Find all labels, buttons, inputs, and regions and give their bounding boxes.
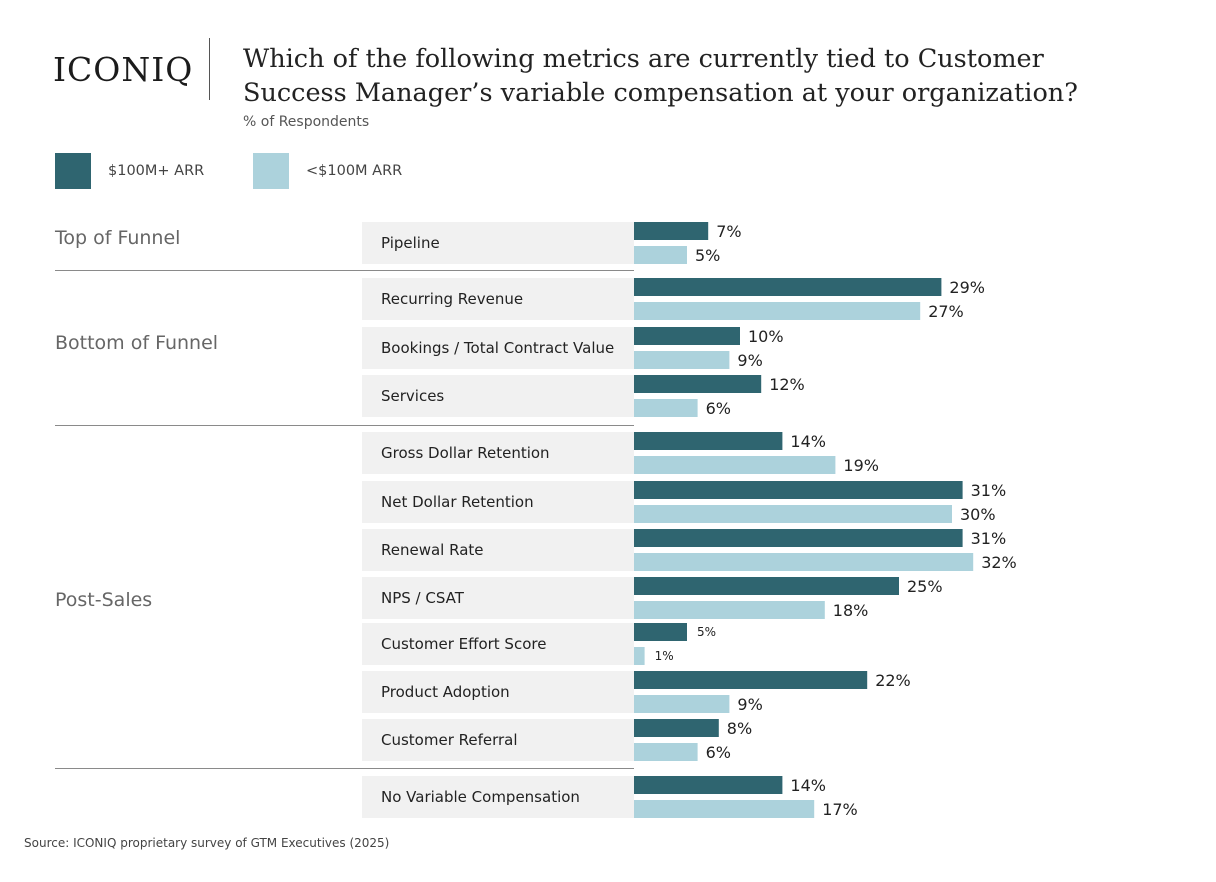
bar-large-arr xyxy=(634,327,740,345)
value-label: 14% xyxy=(790,432,826,451)
value-label: 8% xyxy=(727,719,752,738)
bar-small-arr xyxy=(634,553,974,571)
bar-small-arr xyxy=(634,302,921,320)
category-row: Product Adoption xyxy=(362,671,634,713)
bar-large-arr xyxy=(634,671,868,689)
group-divider xyxy=(55,270,634,271)
legend-item-small: <$100M ARR xyxy=(253,153,402,189)
logo-divider xyxy=(209,38,210,100)
category-label: Pipeline xyxy=(381,234,440,252)
group-divider xyxy=(55,768,634,769)
chart-title: Which of the following metrics are curre… xyxy=(243,44,1078,108)
legend-swatch-large xyxy=(55,153,91,189)
bar-large-arr xyxy=(634,776,783,794)
category-row: Customer Effort Score xyxy=(362,623,634,665)
category-row: Gross Dollar Retention xyxy=(362,432,634,474)
source-note: Source: ICONIQ proprietary survey of GTM… xyxy=(24,836,390,850)
group-label: Post-Sales xyxy=(55,589,153,611)
value-label: 30% xyxy=(960,505,996,524)
value-label: 29% xyxy=(949,278,985,297)
legend-label-small: <$100M ARR xyxy=(306,163,403,179)
legend-swatch-small xyxy=(253,153,289,189)
value-label: 10% xyxy=(748,327,784,346)
category-label: Services xyxy=(381,387,445,405)
category-row: Bookings / Total Contract Value xyxy=(362,327,634,369)
category-label: Net Dollar Retention xyxy=(381,493,534,511)
legend-item-large: $100M+ ARR xyxy=(55,153,204,189)
bar-large-arr xyxy=(634,222,709,240)
bar-small-arr xyxy=(634,695,730,713)
value-label: 18% xyxy=(833,601,869,620)
bar-large-arr xyxy=(634,278,942,296)
legend-label-large: $100M+ ARR xyxy=(108,163,205,179)
category-label: Renewal Rate xyxy=(381,541,484,559)
category-row: NPS / CSAT xyxy=(362,577,634,619)
bar-large-arr xyxy=(634,719,719,737)
bar-large-arr xyxy=(634,375,762,393)
value-label: 32% xyxy=(981,553,1017,572)
value-label: 5% xyxy=(697,625,716,639)
category-row: Recurring Revenue xyxy=(362,278,634,320)
value-label: 6% xyxy=(706,399,731,418)
bar-large-arr xyxy=(634,623,687,641)
value-label: 7% xyxy=(716,222,741,241)
bar-small-arr xyxy=(634,800,815,818)
category-row: Net Dollar Retention xyxy=(362,481,634,523)
bar-small-arr xyxy=(634,647,645,665)
category-label: No Variable Compensation xyxy=(381,788,580,806)
category-row: Services xyxy=(362,375,634,417)
value-label: 17% xyxy=(822,800,858,819)
bar-small-arr xyxy=(634,601,825,619)
value-label: 5% xyxy=(695,246,720,265)
bar-small-arr xyxy=(634,351,730,369)
value-label: 1% xyxy=(655,649,674,663)
group-label: Bottom of Funnel xyxy=(55,332,219,354)
bar-large-arr xyxy=(634,481,963,499)
category-label: Bookings / Total Contract Value xyxy=(381,339,615,357)
bar-small-arr xyxy=(634,399,698,417)
value-label: 12% xyxy=(769,375,805,394)
group-label: Top of Funnel xyxy=(55,227,181,249)
value-label: 31% xyxy=(971,481,1007,500)
category-label: Customer Referral xyxy=(381,731,518,749)
value-label: 27% xyxy=(928,302,964,321)
category-label: Product Adoption xyxy=(381,683,510,701)
category-row: Customer Referral xyxy=(362,719,634,761)
value-label: 6% xyxy=(706,743,731,762)
bar-small-arr xyxy=(634,456,836,474)
category-row: No Variable Compensation xyxy=(362,776,634,818)
bar-small-arr xyxy=(634,246,687,264)
category-label: Gross Dollar Retention xyxy=(381,444,550,462)
value-label: 14% xyxy=(790,776,826,795)
category-row: Pipeline xyxy=(362,222,634,264)
value-label: 31% xyxy=(971,529,1007,548)
bar-small-arr xyxy=(634,505,952,523)
category-label: Customer Effort Score xyxy=(381,635,547,653)
category-label: Recurring Revenue xyxy=(381,290,524,308)
group-divider xyxy=(55,425,634,426)
value-label: 9% xyxy=(737,695,762,714)
value-label: 25% xyxy=(907,577,943,596)
bar-large-arr xyxy=(634,529,963,547)
bar-large-arr xyxy=(634,577,899,595)
value-label: 9% xyxy=(737,351,762,370)
category-row: Renewal Rate xyxy=(362,529,634,571)
chart-subtitle: % of Respondents xyxy=(243,114,370,130)
bar-small-arr xyxy=(634,743,698,761)
value-label: 19% xyxy=(843,456,879,475)
value-label: 22% xyxy=(875,671,911,690)
iconiq-logo: ICONIQ xyxy=(53,50,194,89)
bar-large-arr xyxy=(634,432,783,450)
category-label: NPS / CSAT xyxy=(381,589,464,607)
